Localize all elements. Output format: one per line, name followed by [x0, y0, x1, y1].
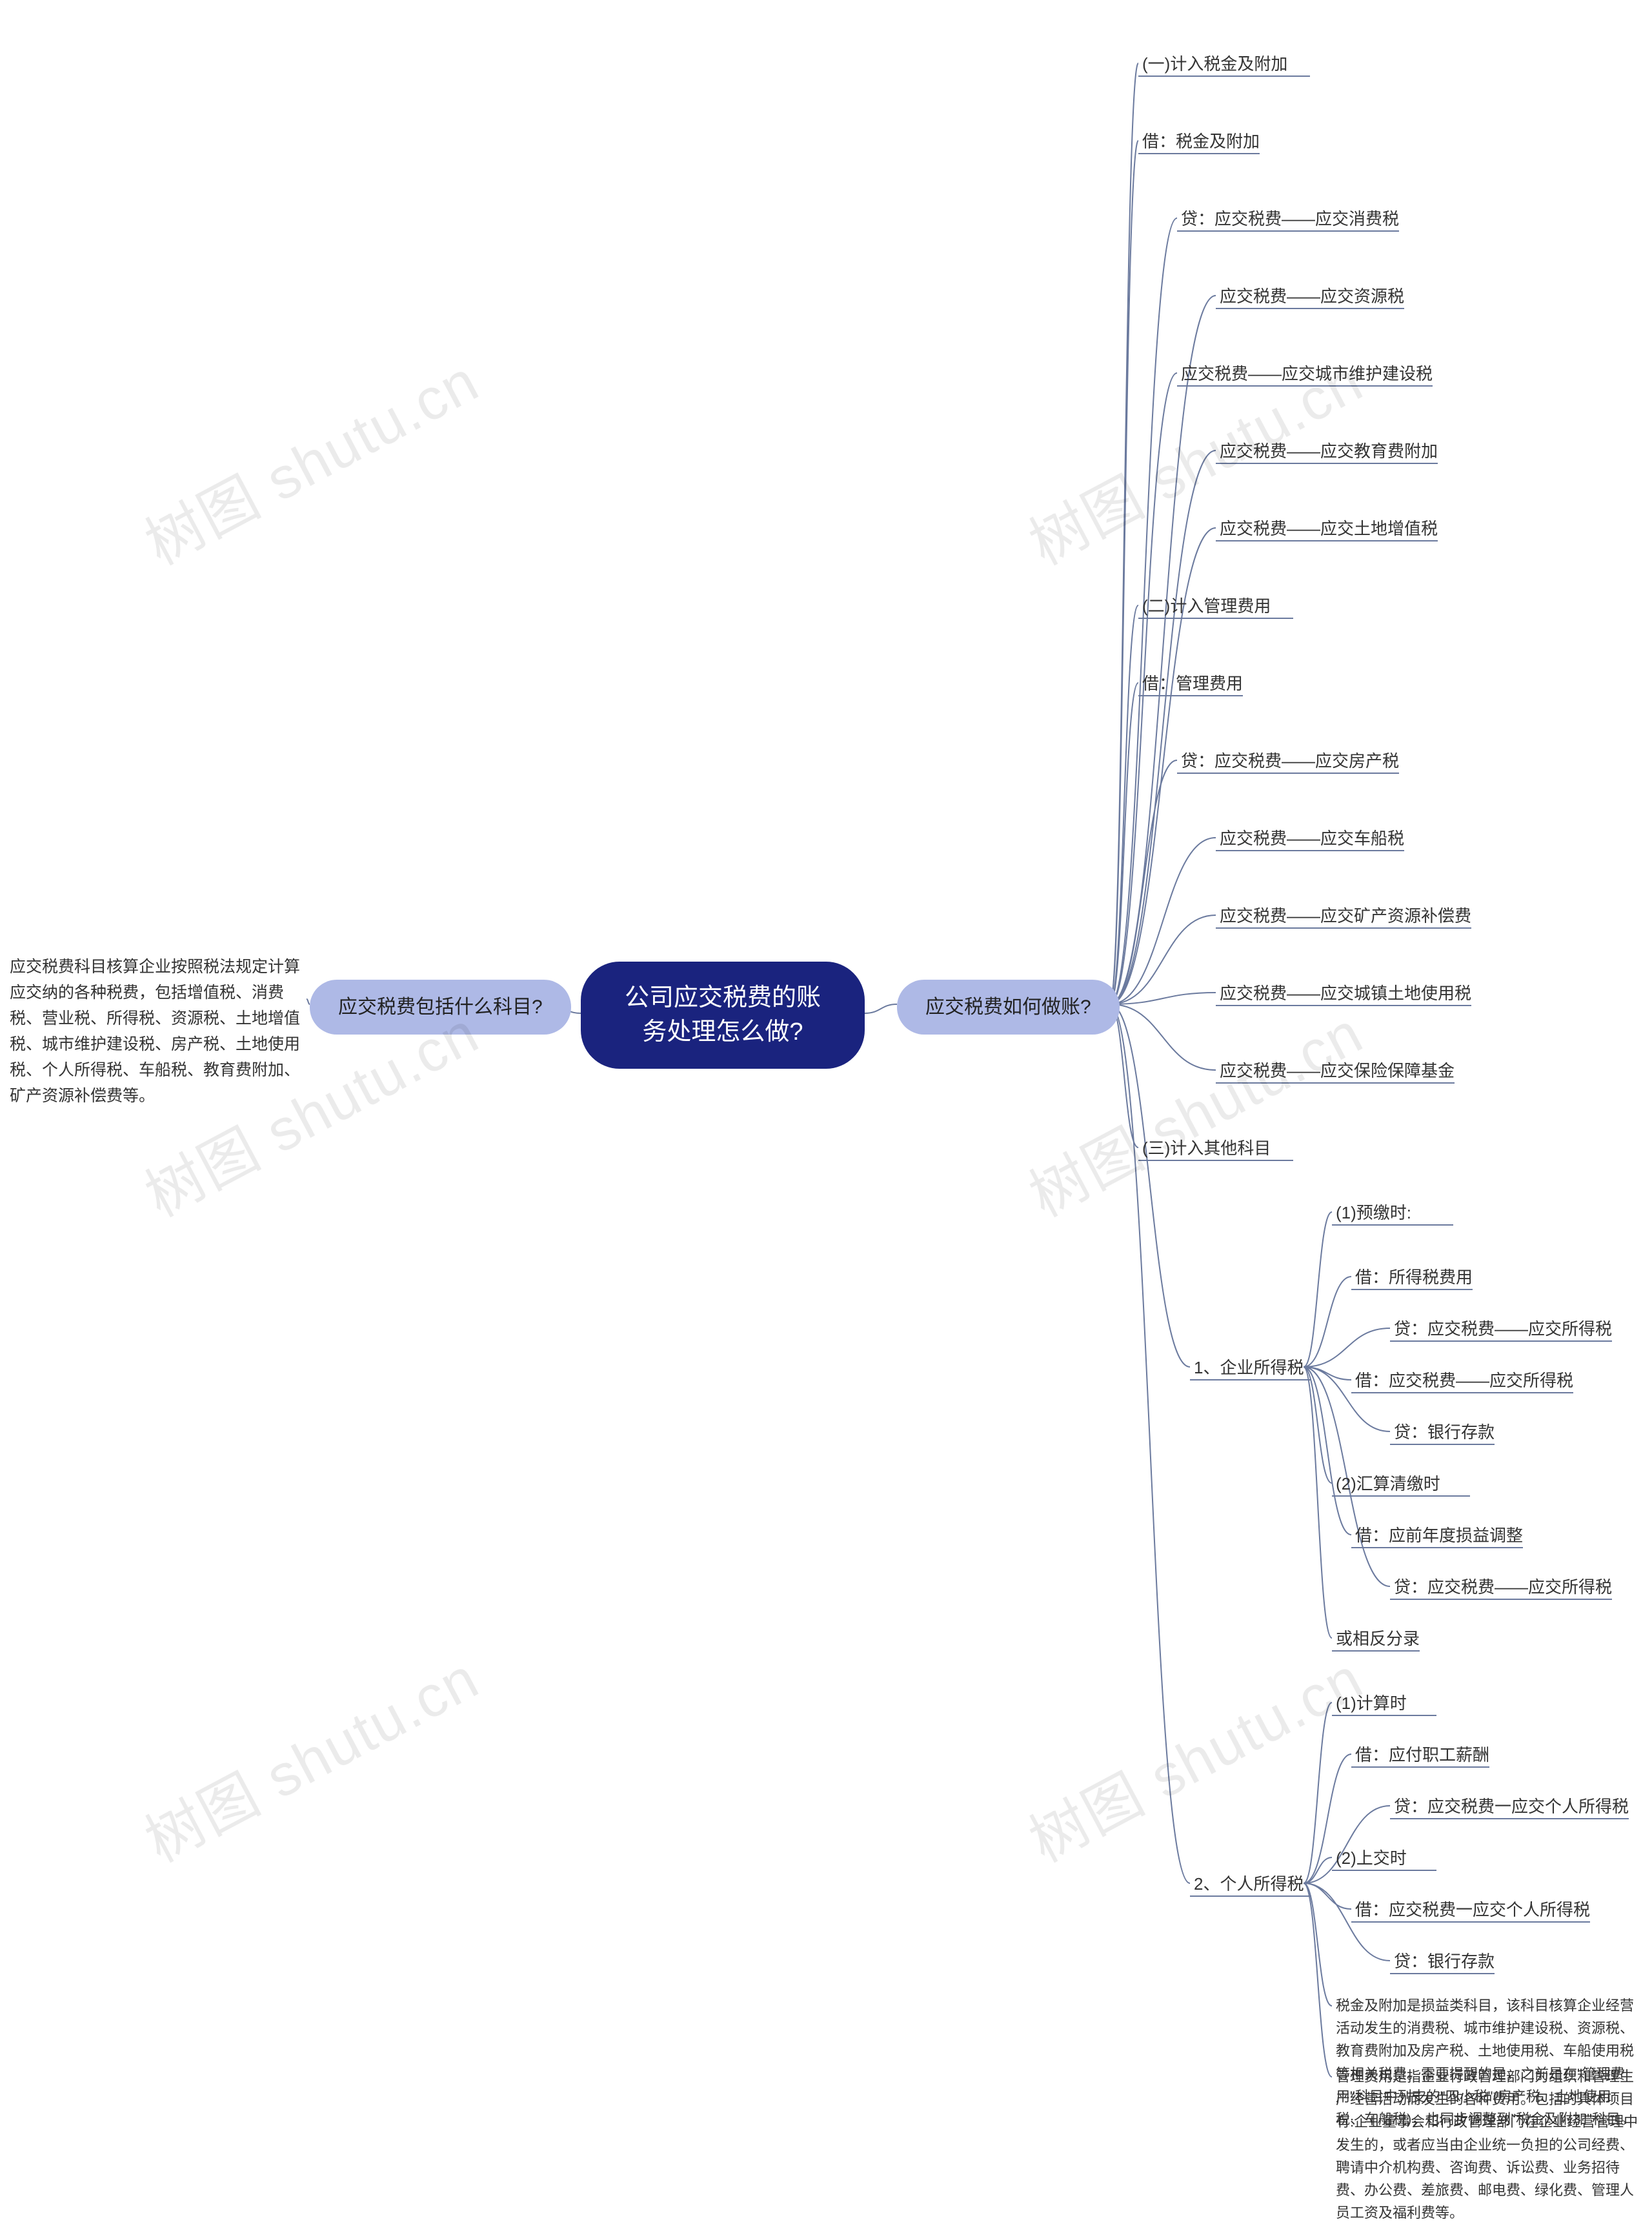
leaf-node: 贷：应交税费——应交所得税 — [1394, 1317, 1612, 1342]
leaf-node: 或相反分录 — [1336, 1626, 1420, 1652]
leaf-node: 借：应交税费一应交个人所得税 — [1355, 1897, 1590, 1923]
leaf-node: 贷：应交税费——应交所得税 — [1394, 1575, 1612, 1600]
leaf-node: 应交税费——应交矿产资源补偿费 — [1220, 904, 1471, 929]
watermark: 树图 shutu.cn — [128, 1632, 491, 1878]
leaf-node: 应交税费——应交城市维护建设税 — [1181, 361, 1433, 387]
leaf-node: 借：税金及附加 — [1142, 129, 1260, 154]
mindmap-canvas: 公司应交税费的账务处理怎么做? 应交税费包括什么科目? 应交税费科目核算企业按照… — [0, 0, 1652, 2154]
leaf-node: 应交税费——应交车船税 — [1220, 826, 1404, 851]
leaf-node: 贷：银行存款 — [1394, 1949, 1495, 1974]
branch-node: 1、企业所得税 — [1194, 1355, 1304, 1380]
leaf-node: (二)计入管理费用 — [1142, 594, 1271, 619]
leaf-node: 贷：应交税费——应交房产税 — [1181, 749, 1399, 774]
leaf-node: 应交税费——应交教育费附加 — [1220, 439, 1438, 464]
left-branch-paragraph: 应交税费科目核算企业按照税法规定计算应交纳的各种税费，包括增值税、消费税、营业税… — [10, 954, 307, 1109]
leaf-node: 借：应交税费——应交所得税 — [1355, 1368, 1573, 1393]
watermark: 树图 shutu.cn — [128, 335, 491, 581]
leaf-node: (一)计入税金及附加 — [1142, 52, 1287, 77]
leaf-node: (2)汇算清缴时 — [1336, 1471, 1440, 1497]
leaf-node: (1)计算时 — [1336, 1691, 1407, 1716]
leaf-node: 贷：应交税费——应交消费税 — [1181, 207, 1399, 232]
leaf-node: (2)上交时 — [1336, 1846, 1407, 1871]
leaf-node: 借：管理费用 — [1142, 671, 1243, 696]
leaf-node: 管理费用是指企业行政管理部门为组织和管理生产经营活动而发生的各种费用。包括的具体… — [1336, 2065, 1639, 2224]
leaf-node: 应交税费——应交保险保障基金 — [1220, 1058, 1455, 1084]
right-branch-node: 应交税费如何做账? — [897, 980, 1120, 1035]
leaf-node: 借：应付职工薪酬 — [1355, 1743, 1489, 1768]
leaf-node: 应交税费——应交城镇土地使用税 — [1220, 981, 1471, 1006]
leaf-node: (1)预缴时: — [1336, 1200, 1411, 1226]
leaf-node: 借：所得税费用 — [1355, 1265, 1473, 1290]
leaf-node: 借：应前年度损益调整 — [1355, 1523, 1523, 1548]
branch-node: 2、个人所得税 — [1194, 1872, 1304, 1897]
center-node: 公司应交税费的账务处理怎么做? — [581, 962, 865, 1069]
leaf-node: (三)计入其他科目 — [1142, 1136, 1271, 1161]
leaf-node: 应交税费——应交土地增值税 — [1220, 516, 1438, 541]
leaf-node: 应交税费——应交资源税 — [1220, 284, 1404, 309]
left-branch-node: 应交税费包括什么科目? — [310, 980, 571, 1035]
leaf-node: 贷：银行存款 — [1394, 1420, 1495, 1445]
leaf-node: 贷：应交税费一应交个人所得税 — [1394, 1794, 1629, 1819]
watermark: 树图 shutu.cn — [1012, 1632, 1375, 1878]
